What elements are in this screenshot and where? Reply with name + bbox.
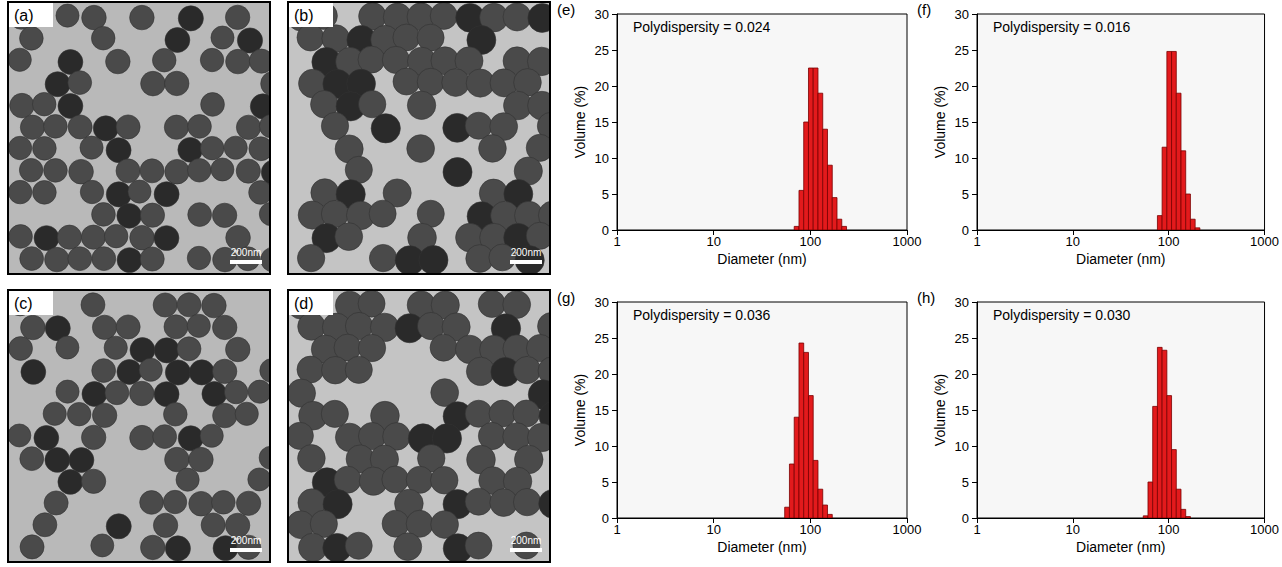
svg-text:15: 15 [595, 403, 609, 418]
svg-text:25: 25 [955, 331, 969, 346]
svg-text:(h): (h) [917, 289, 935, 306]
svg-text:0: 0 [602, 223, 609, 238]
svg-text:Volume (%): Volume (%) [572, 86, 588, 158]
svg-text:200nm: 200nm [511, 247, 542, 258]
svg-text:30: 30 [595, 7, 609, 22]
svg-text:5: 5 [962, 187, 969, 202]
svg-text:1: 1 [613, 522, 620, 537]
svg-text:(f): (f) [917, 1, 931, 18]
svg-text:10: 10 [595, 439, 609, 454]
svg-text:100: 100 [799, 234, 821, 249]
svg-text:Diameter (nm): Diameter (nm) [717, 251, 806, 267]
svg-text:Diameter (nm): Diameter (nm) [717, 539, 806, 555]
svg-text:0: 0 [962, 223, 969, 238]
svg-text:200nm: 200nm [231, 247, 262, 258]
svg-text:Polydispersity = 0.024: Polydispersity = 0.024 [633, 19, 771, 35]
svg-text:5: 5 [602, 475, 609, 490]
svg-text:0: 0 [962, 511, 969, 526]
svg-text:10: 10 [1066, 522, 1080, 537]
svg-text:25: 25 [955, 43, 969, 58]
svg-text:0: 0 [602, 511, 609, 526]
svg-text:15: 15 [955, 403, 969, 418]
svg-text:100: 100 [1158, 234, 1180, 249]
svg-text:30: 30 [955, 295, 969, 310]
svg-text:Volume (%): Volume (%) [932, 374, 948, 446]
svg-text:1: 1 [613, 234, 620, 249]
svg-text:(d): (d) [294, 295, 314, 312]
svg-text:Polydispersity = 0.016: Polydispersity = 0.016 [993, 19, 1131, 35]
svg-text:Diameter (nm): Diameter (nm) [1076, 251, 1165, 267]
svg-text:(a): (a) [14, 7, 34, 24]
svg-text:Volume (%): Volume (%) [572, 374, 588, 446]
svg-text:5: 5 [962, 475, 969, 490]
svg-text:100: 100 [799, 522, 821, 537]
svg-text:10: 10 [595, 151, 609, 166]
svg-text:Diameter (nm): Diameter (nm) [1076, 539, 1165, 555]
svg-text:30: 30 [955, 7, 969, 22]
svg-text:25: 25 [595, 331, 609, 346]
svg-text:(g): (g) [557, 289, 575, 306]
svg-text:1: 1 [973, 234, 980, 249]
svg-text:30: 30 [595, 295, 609, 310]
svg-text:5: 5 [602, 187, 609, 202]
svg-text:1000: 1000 [1250, 522, 1279, 537]
svg-text:Polydispersity = 0.030: Polydispersity = 0.030 [993, 307, 1131, 323]
svg-text:10: 10 [706, 234, 720, 249]
svg-text:10: 10 [955, 439, 969, 454]
svg-text:200nm: 200nm [231, 535, 262, 546]
svg-text:200nm: 200nm [511, 535, 542, 546]
svg-text:10: 10 [706, 522, 720, 537]
svg-text:(b): (b) [294, 7, 314, 24]
svg-text:1: 1 [973, 522, 980, 537]
svg-text:20: 20 [955, 367, 969, 382]
svg-text:20: 20 [955, 79, 969, 94]
svg-text:10: 10 [1066, 234, 1080, 249]
svg-text:20: 20 [595, 79, 609, 94]
svg-text:Volume (%): Volume (%) [932, 86, 948, 158]
svg-text:Polydispersity = 0.036: Polydispersity = 0.036 [633, 307, 771, 323]
svg-text:15: 15 [955, 115, 969, 130]
svg-text:(c): (c) [14, 295, 33, 312]
svg-text:1000: 1000 [893, 522, 922, 537]
svg-text:20: 20 [595, 367, 609, 382]
svg-text:100: 100 [1158, 522, 1180, 537]
svg-text:25: 25 [595, 43, 609, 58]
svg-text:1000: 1000 [1250, 234, 1279, 249]
svg-text:10: 10 [955, 151, 969, 166]
svg-text:1000: 1000 [893, 234, 922, 249]
svg-text:15: 15 [595, 115, 609, 130]
svg-text:(e): (e) [557, 1, 575, 18]
